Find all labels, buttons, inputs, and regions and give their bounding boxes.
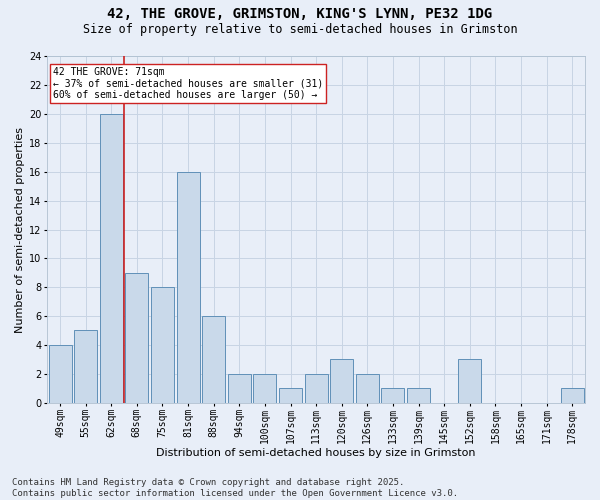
Bar [151, 287, 174, 403]
Bar [330, 360, 353, 403]
Text: 42, THE GROVE, GRIMSTON, KING'S LYNN, PE32 1DG: 42, THE GROVE, GRIMSTON, KING'S LYNN, PE… [107, 8, 493, 22]
Bar [458, 360, 481, 403]
Bar [253, 374, 277, 402]
Bar [560, 388, 584, 402]
Bar [279, 388, 302, 402]
Y-axis label: Number of semi-detached properties: Number of semi-detached properties [15, 126, 25, 332]
Text: 42 THE GROVE: 71sqm
← 37% of semi-detached houses are smaller (31)
60% of semi-d: 42 THE GROVE: 71sqm ← 37% of semi-detach… [53, 67, 323, 100]
Text: Size of property relative to semi-detached houses in Grimston: Size of property relative to semi-detach… [83, 22, 517, 36]
Bar [228, 374, 251, 402]
Bar [100, 114, 123, 403]
Bar [356, 374, 379, 402]
Bar [74, 330, 97, 402]
X-axis label: Distribution of semi-detached houses by size in Grimston: Distribution of semi-detached houses by … [157, 448, 476, 458]
Bar [382, 388, 404, 402]
Bar [49, 345, 71, 403]
Bar [407, 388, 430, 402]
Bar [202, 316, 225, 402]
Bar [125, 273, 148, 402]
Bar [305, 374, 328, 402]
Text: Contains HM Land Registry data © Crown copyright and database right 2025.
Contai: Contains HM Land Registry data © Crown c… [12, 478, 458, 498]
Bar [176, 172, 200, 402]
